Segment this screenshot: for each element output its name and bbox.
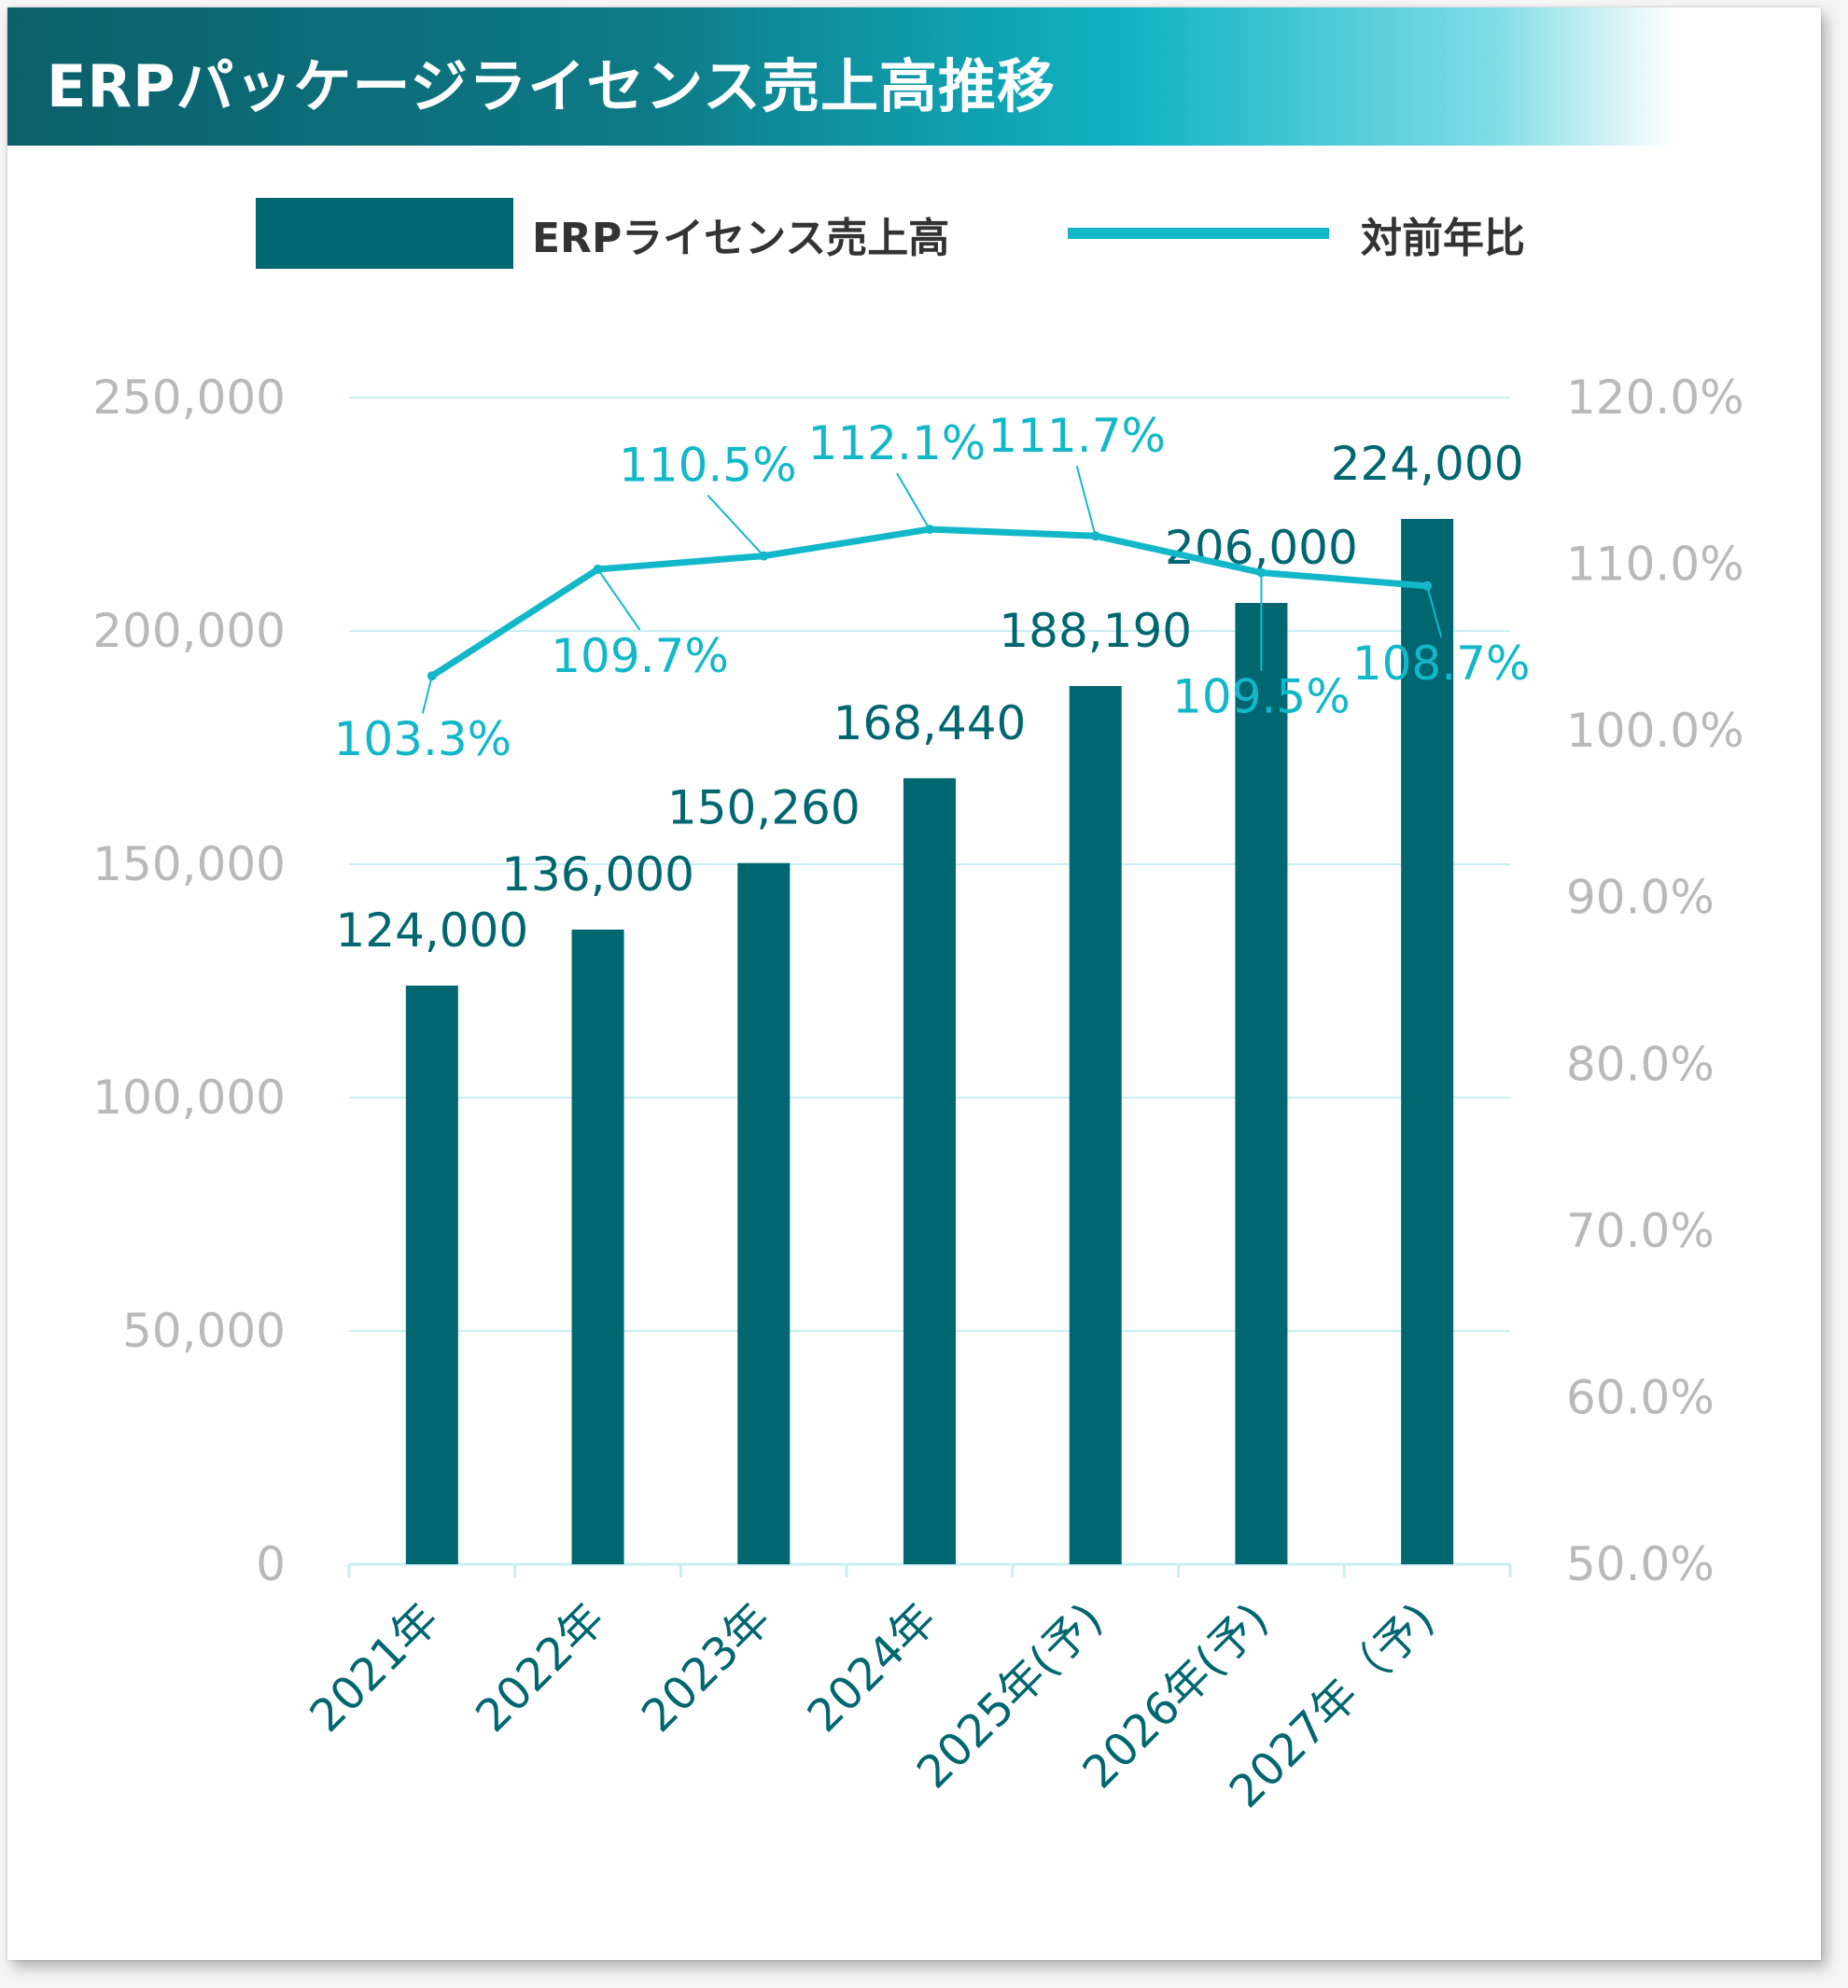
bar-value-label: 124,000 bbox=[335, 903, 528, 958]
chart-title: ERPパッケージライセンス売上高推移 bbox=[47, 52, 1057, 120]
legend-bar-swatch bbox=[256, 198, 513, 269]
y-left-tick-label: 0 bbox=[256, 1537, 286, 1591]
y-right-tick-label: 120.0% bbox=[1566, 371, 1744, 425]
y-left-tick-label: 200,000 bbox=[92, 604, 286, 658]
y-right-tick-label: 80.0% bbox=[1566, 1037, 1715, 1091]
y-left-tick-label: 250,000 bbox=[92, 371, 286, 425]
y-right-tick-label: 110.0% bbox=[1566, 538, 1744, 592]
y-right-tick-label: 100.0% bbox=[1566, 704, 1744, 758]
y-left-tick-label: 50,000 bbox=[122, 1304, 286, 1358]
chart-area: ERPライセンス売上高 対前年比 0 50,000 100,000 150,000 200,… bbox=[92, 198, 1744, 1818]
bar-value-label: 224,000 bbox=[1331, 437, 1524, 491]
bar-value-label: 136,000 bbox=[501, 847, 694, 902]
bar bbox=[903, 777, 956, 1564]
bar bbox=[571, 930, 624, 1564]
y-left-tick-label: 150,000 bbox=[92, 837, 286, 891]
legend-bar-label: ERPライセンス売上高 bbox=[532, 215, 949, 262]
y-right-tick-label: 50.0% bbox=[1566, 1537, 1715, 1591]
line-label-leader bbox=[596, 568, 641, 631]
line-value-label: 103.3% bbox=[334, 712, 512, 766]
y-left-tick-label: 100,000 bbox=[92, 1071, 286, 1125]
y-right-tick-label: 70.0% bbox=[1566, 1204, 1715, 1258]
bar bbox=[1235, 603, 1288, 1564]
bar-value-label: 188,190 bbox=[999, 604, 1192, 658]
line-value-label: 109.5% bbox=[1172, 670, 1351, 724]
bar-value-label: 168,440 bbox=[833, 696, 1027, 750]
line-label-leader bbox=[707, 494, 765, 557]
line-label-leader bbox=[896, 472, 931, 530]
title-banner: ERPパッケージライセンス売上高推移 bbox=[7, 7, 1821, 146]
line-label-leader bbox=[1075, 465, 1097, 537]
bar-value-label: 150,260 bbox=[667, 781, 861, 835]
line-label-leader bbox=[421, 675, 433, 714]
y-right-tick-label: 60.0% bbox=[1566, 1370, 1715, 1424]
x-category-label: 2023年 bbox=[632, 1593, 781, 1743]
bar-value-label: 206,000 bbox=[1165, 521, 1358, 575]
line-value-label: 111.7% bbox=[987, 409, 1166, 463]
x-category-label: 2021年 bbox=[300, 1593, 449, 1743]
chart-card: ERPパッケージライセンス売上高推移 ERPライセンス売上高 対前年比 0 50,00… bbox=[7, 7, 1821, 1960]
legend-line-label: 対前年比 bbox=[1361, 215, 1525, 262]
bar bbox=[1069, 686, 1122, 1564]
line-label-leader bbox=[1426, 585, 1443, 638]
x-category-label: 2022年 bbox=[466, 1593, 615, 1743]
bar bbox=[737, 862, 791, 1564]
line-value-label: 110.5% bbox=[619, 439, 797, 493]
x-category-label: 2024年 bbox=[798, 1593, 947, 1743]
bar bbox=[405, 986, 458, 1564]
line-value-label: 108.7% bbox=[1352, 637, 1531, 691]
y-right-tick-label: 90.0% bbox=[1566, 871, 1715, 925]
bar bbox=[1401, 519, 1454, 1564]
line-value-label: 112.1% bbox=[808, 416, 987, 470]
line-value-label: 109.7% bbox=[551, 629, 729, 683]
